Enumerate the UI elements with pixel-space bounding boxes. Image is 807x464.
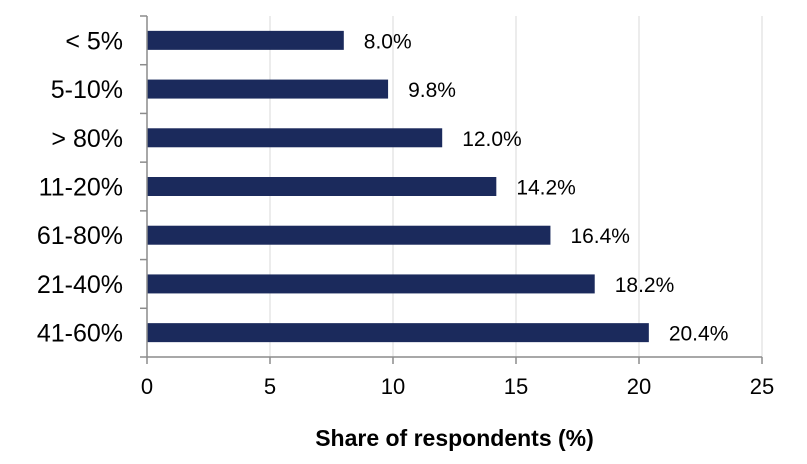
data-label-3: 14.2% — [516, 177, 576, 200]
bar-6 — [147, 323, 649, 343]
x-tick-label-1: 5 — [264, 374, 276, 399]
category-label-6: 41-60% — [37, 320, 123, 348]
category-label-2: > 80% — [51, 125, 123, 153]
x-tick-label-3: 15 — [504, 374, 528, 399]
x-tick-label-5: 25 — [750, 374, 774, 399]
bar-1 — [147, 79, 389, 99]
category-label-3: 11-20% — [39, 174, 123, 202]
category-label-0: < 5% — [65, 27, 123, 55]
bar-0 — [147, 30, 344, 50]
bar-4 — [147, 225, 551, 245]
bar-3 — [147, 177, 497, 196]
axes — [140, 15, 763, 364]
x-axis-title: Share of respondents (%) — [315, 425, 594, 451]
category-label-1: 5-10% — [51, 76, 123, 104]
labels: < 5% 8.0% 5-10% 9.8% > 80% 12.0% 11-20% 14.2% 61… — [37, 27, 774, 399]
bars — [147, 30, 649, 343]
x-tick-label-2: 10 — [381, 374, 405, 399]
x-tick-label-4: 20 — [627, 374, 651, 399]
x-tick-label-0: 0 — [141, 374, 153, 399]
data-label-2: 12.0% — [462, 128, 522, 151]
data-label-5: 18.2% — [615, 274, 675, 297]
data-label-4: 16.4% — [570, 225, 630, 248]
data-label-0: 8.0% — [364, 30, 412, 53]
bar-2 — [147, 128, 443, 148]
category-label-4: 61-80% — [37, 222, 123, 250]
bar-5 — [147, 274, 595, 294]
data-label-6: 20.4% — [669, 323, 729, 346]
category-label-5: 21-40% — [37, 271, 123, 299]
grid-lines — [269, 16, 763, 357]
data-label-1: 9.8% — [408, 79, 456, 102]
